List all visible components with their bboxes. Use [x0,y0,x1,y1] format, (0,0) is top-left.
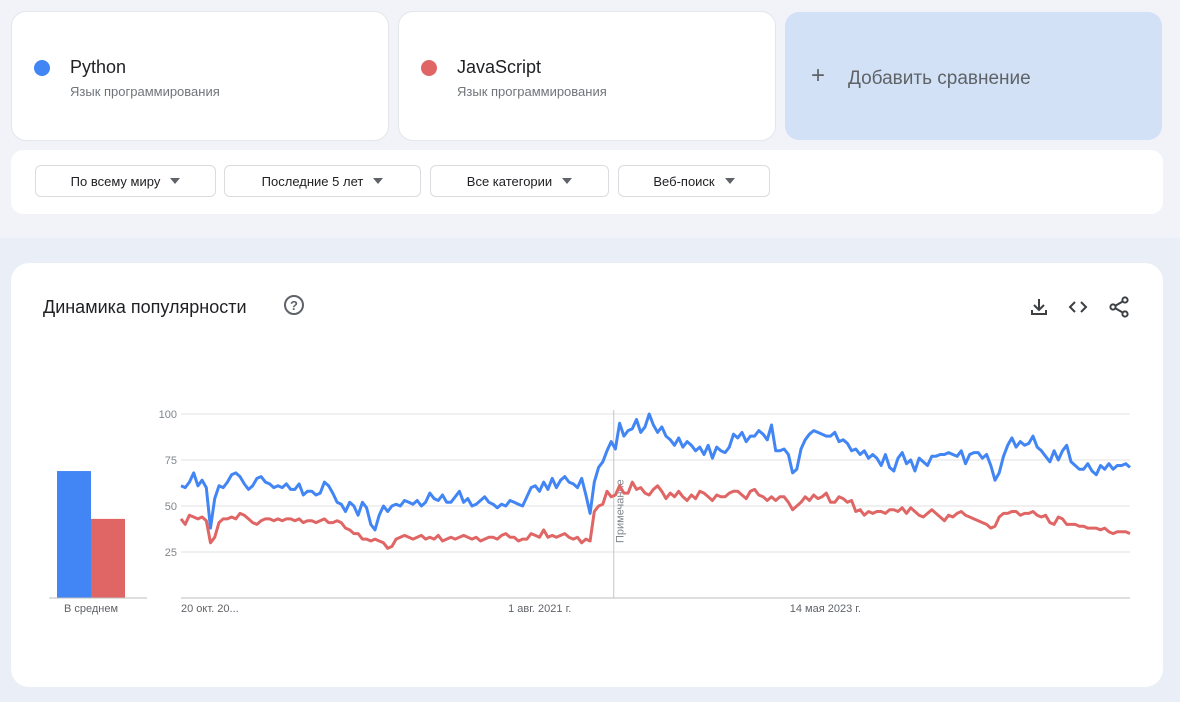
dropdown-caret-icon [373,178,384,184]
dropdown-caret-icon [724,178,735,184]
y-tick-label: 25 [165,547,177,559]
filter-bar: По всему миру Последние 5 лет Все катего… [11,150,1163,214]
average-bar-javascript [91,518,125,598]
series-line-javascript [179,480,1131,550]
time-range-filter-dropdown[interactable]: Последние 5 лет [224,165,421,197]
interest-over-time-card: 25 50 75 100 20 окт. 20... 1 авг. 2021 г. 14 м… [11,263,1163,687]
x-tick-label: 14 мая 2023 г. [790,603,861,615]
series-color-dot [34,60,50,76]
filter-label: По всему миру [70,173,161,189]
card-title: Динамика популярности [43,297,247,317]
add-comparison-label: Добавить сравнение [848,68,1031,89]
chart-svg: 25 50 75 100 20 окт. 20... 1 авг. 2021 г. 14 м… [49,409,1131,615]
x-tick-label: 1 авг. 2021 г. [508,603,571,615]
filter-label: Все категории [466,173,553,189]
filter-label: Веб-поиск [653,173,715,189]
share-icon[interactable] [1107,295,1131,319]
add-comparison-button[interactable]: + Добавить сравнение [785,12,1162,140]
term-card-javascript[interactable]: JavaScript Язык программирования [399,12,775,140]
x-tick-label: 20 окт. 20... [181,603,239,615]
term-category: Язык программирования [457,84,607,99]
dropdown-caret-icon [170,178,181,184]
help-circle-icon[interactable]: ? [284,295,304,315]
y-tick-label: 75 [165,455,177,467]
series-line-python [180,412,1131,532]
embed-code-icon[interactable] [1066,295,1090,319]
y-tick-label: 100 [159,409,177,421]
y-tick-label: 50 [165,501,177,513]
term-category: Язык программирования [70,84,220,99]
region-filter-dropdown[interactable]: По всему миру [35,165,216,197]
series-color-dot [421,60,437,76]
average-bar-python [57,471,91,598]
search-type-filter-dropdown[interactable]: Веб-поиск [618,165,770,197]
term-name: Python [70,57,127,77]
term-name: JavaScript [457,57,542,77]
filter-label: Последние 5 лет [261,173,364,189]
category-filter-dropdown[interactable]: Все категории [430,165,609,197]
plus-icon: + [811,62,826,89]
download-icon[interactable] [1027,295,1051,319]
annotation-label: Примечание [615,479,627,543]
term-card-python[interactable]: Python Язык программирования [12,12,388,140]
average-bar-label: В среднем [64,603,118,615]
dropdown-caret-icon [562,178,573,184]
